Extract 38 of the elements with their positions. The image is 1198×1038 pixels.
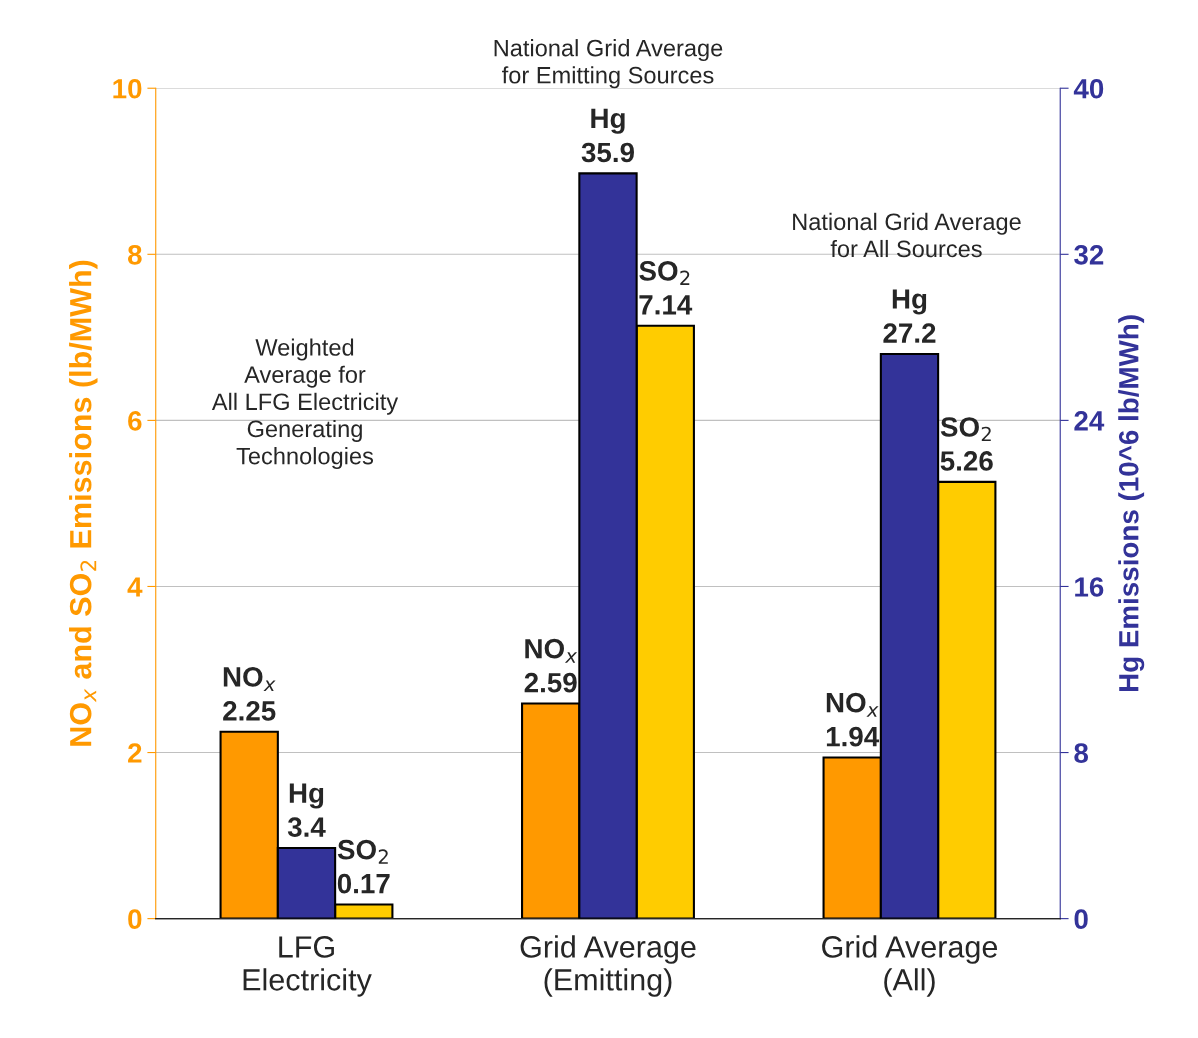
x-tick-label: LFG Electricity bbox=[243, 936, 372, 997]
data-label: 2.59 bbox=[524, 672, 577, 693]
y2-tick-label: 0 bbox=[1074, 909, 1088, 929]
data-label: 7.14 bbox=[639, 295, 693, 315]
y-tick-label: 2 bbox=[128, 743, 142, 763]
annotation: National Grid Average for All Sources bbox=[793, 212, 1021, 258]
data-label: 3.4 bbox=[287, 817, 326, 838]
text: SO$_{2}$ bbox=[940, 417, 991, 442]
y-tick-label: 8 bbox=[127, 244, 142, 265]
text: National Grid Average for Emitting Sources bbox=[494, 39, 723, 89]
text: Hg bbox=[591, 108, 625, 134]
annotation: Weighted Average for All LFG Electricity Generating Technologies bbox=[211, 338, 399, 470]
y2-axis-title: Hg Emissions (10^6 lb/MWh) bbox=[1118, 315, 1145, 692]
y-tick-label: 6 bbox=[128, 411, 142, 431]
text: Hg bbox=[289, 783, 324, 809]
y2-tick-label: 16 bbox=[1075, 577, 1104, 597]
text: SO$_{2}$ bbox=[639, 261, 690, 285]
y-tick-label: 10 bbox=[113, 78, 142, 99]
series-label: SO$_{2}$ bbox=[337, 839, 388, 864]
y-axis-title: NO$_{x}$ and SO$_{2}$ Emissions (lb/MWh) bbox=[69, 260, 98, 746]
data-label: 35.9 bbox=[581, 142, 634, 163]
y2-tick-label: 8 bbox=[1074, 743, 1089, 763]
text: NO$_{x}$ bbox=[223, 667, 276, 692]
y-tick-label: 4 bbox=[127, 577, 143, 597]
x-tick-label: Grid Average (All) bbox=[822, 935, 998, 997]
y-tick-label: 0 bbox=[128, 909, 142, 929]
series-label: NO$_{x}$ bbox=[826, 692, 879, 717]
data-label: 0.17 bbox=[337, 873, 390, 894]
text: NO$_{x}$ bbox=[525, 638, 578, 663]
data-label: 2.25 bbox=[223, 701, 276, 721]
data-label: 27.2 bbox=[883, 323, 936, 343]
data-label: 5.26 bbox=[940, 451, 993, 471]
data-label: 1.94 bbox=[826, 726, 880, 747]
x-tick-label: Grid Average (Emitting) bbox=[520, 935, 696, 997]
y2-tick-label: 32 bbox=[1074, 244, 1104, 265]
y2-tick-label: 24 bbox=[1074, 411, 1105, 431]
series-label: Hg bbox=[892, 289, 927, 315]
y2-tick-label: 40 bbox=[1073, 78, 1104, 99]
